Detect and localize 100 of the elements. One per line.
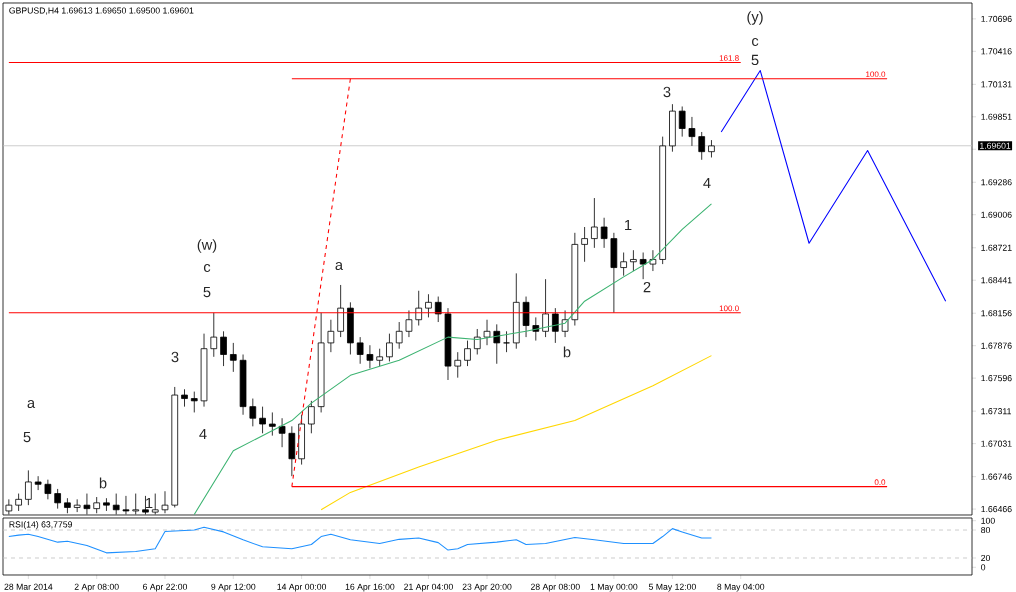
candlestick: [278, 417, 286, 448]
annotation: 1: [146, 497, 153, 509]
candlestick: [581, 226, 588, 263]
y-tick-label: 1.66746: [981, 473, 1012, 480]
series-label: 100.0: [866, 71, 886, 78]
candlestick: [337, 284, 344, 338]
x-tick-label: 14 Apr 00:00: [277, 583, 327, 592]
y-tick-label: 1.70696: [981, 15, 1012, 22]
annotation: b: [563, 346, 571, 358]
x-tick-label: 1 May 00:00: [590, 583, 638, 592]
candlestick: [386, 333, 393, 362]
candlestick: [630, 249, 637, 272]
series-label: 100.0: [719, 305, 739, 312]
annotation: b: [99, 477, 107, 489]
y-tick-label: 80: [981, 526, 991, 534]
candlestick: [54, 488, 61, 510]
candlestick: [688, 116, 696, 147]
annotation: 3: [663, 86, 671, 98]
annotation: 1: [625, 219, 632, 231]
line-series: [193, 203, 712, 515]
candlestick: [220, 330, 227, 367]
annotation: c: [752, 38, 759, 47]
candlestick: [415, 290, 423, 326]
annotation: a: [27, 399, 36, 409]
candlestick: [181, 388, 188, 408]
chart-title: GBPUSD,H4 1.69613 1.69650 1.69500 1.69601: [9, 7, 194, 15]
annotation: 3: [171, 351, 179, 363]
x-tick-label: 2 Apr 08:00: [74, 583, 119, 592]
x-tick-label: 21 Apr 04:00: [404, 583, 453, 592]
candlestick: [473, 328, 481, 355]
y-tick-label: 0: [981, 564, 986, 571]
annotation: 4: [199, 428, 207, 440]
chart-title: RSI(14) 63,7759: [9, 521, 73, 530]
candlestick: [522, 296, 530, 338]
y-tick-label: 100: [981, 517, 995, 524]
candlestick: [591, 197, 598, 249]
y-tick-label: 1.68156: [981, 310, 1012, 317]
candlestick: [103, 497, 110, 512]
line-series: [720, 70, 947, 302]
candlestick: [229, 342, 237, 373]
candlestick: [425, 293, 432, 318]
x-tick-label: 9 Apr 12:00: [211, 583, 256, 592]
x-tick-label: 16 Apr 16:00: [345, 583, 395, 592]
x-tick-label: 6 Apr 22:00: [143, 583, 188, 592]
x-tick-label: 5 May 12:00: [648, 583, 696, 592]
candlestick: [259, 406, 266, 434]
x-tick-label: 28 Apr 08:00: [530, 583, 580, 592]
annotation: (y): [747, 11, 763, 25]
y-tick-label: 1.67876: [981, 342, 1012, 349]
x-tick-label: 23 Apr 20:00: [462, 583, 512, 592]
y-tick-label: 1.68721: [981, 244, 1012, 251]
candlestick: [639, 252, 647, 280]
ref-line-label: 1.69601: [980, 142, 1011, 149]
candlestick: [44, 479, 52, 500]
y-tick-label: 1.67031: [981, 440, 1012, 447]
candlestick: [405, 310, 413, 338]
candlestick: [483, 319, 491, 346]
y-tick-label: 1.66466: [981, 506, 1012, 513]
candlestick: [395, 321, 403, 350]
candlestick: [73, 498, 81, 513]
candlestick: [249, 398, 257, 427]
candlestick: [356, 336, 364, 365]
candlestick: [542, 278, 549, 338]
candlestick: [454, 351, 462, 379]
candlestick: [327, 319, 335, 353]
candlestick: [190, 391, 198, 413]
candlestick: [210, 312, 218, 358]
y-tick-label: 1.69006: [981, 211, 1012, 218]
annotation: 5: [203, 286, 211, 298]
y-tick-label: 1.68441: [981, 277, 1012, 284]
candlestick: [678, 106, 686, 138]
candlestick: [620, 252, 627, 277]
x-tick-label: 28 Mar 2014: [4, 583, 53, 590]
y-tick-label: 1.67596: [981, 375, 1012, 382]
candlestick: [34, 475, 42, 491]
series-label: 161.8: [719, 55, 739, 61]
candlestick: [698, 131, 706, 161]
candlestick: [366, 344, 374, 369]
candlestick: [503, 330, 510, 353]
candlestick: [464, 340, 471, 367]
annotation: c: [203, 264, 211, 273]
y-tick-label: 1.70416: [981, 48, 1012, 55]
annotation: a: [335, 262, 344, 271]
candlestick: [561, 310, 569, 338]
annotation: 4: [703, 177, 711, 189]
annotation: 2: [643, 281, 651, 293]
series-label: 0.0: [874, 479, 886, 486]
candlestick: [493, 323, 501, 365]
candlestick: [434, 296, 442, 323]
x-tick-label: 8 May 04:00: [717, 583, 765, 592]
y-tick-label: 1.69851: [981, 113, 1012, 120]
candlestick: [600, 217, 608, 249]
y-tick-label: 1.67311: [981, 408, 1011, 415]
candlestick: [269, 412, 276, 437]
annotation: (w): [197, 239, 217, 253]
annotation: 5: [23, 431, 31, 443]
y-tick-label: 1.69286: [981, 179, 1012, 186]
candlestick: [25, 469, 32, 506]
annotation: 5: [751, 54, 759, 66]
candlestick: [308, 400, 315, 434]
